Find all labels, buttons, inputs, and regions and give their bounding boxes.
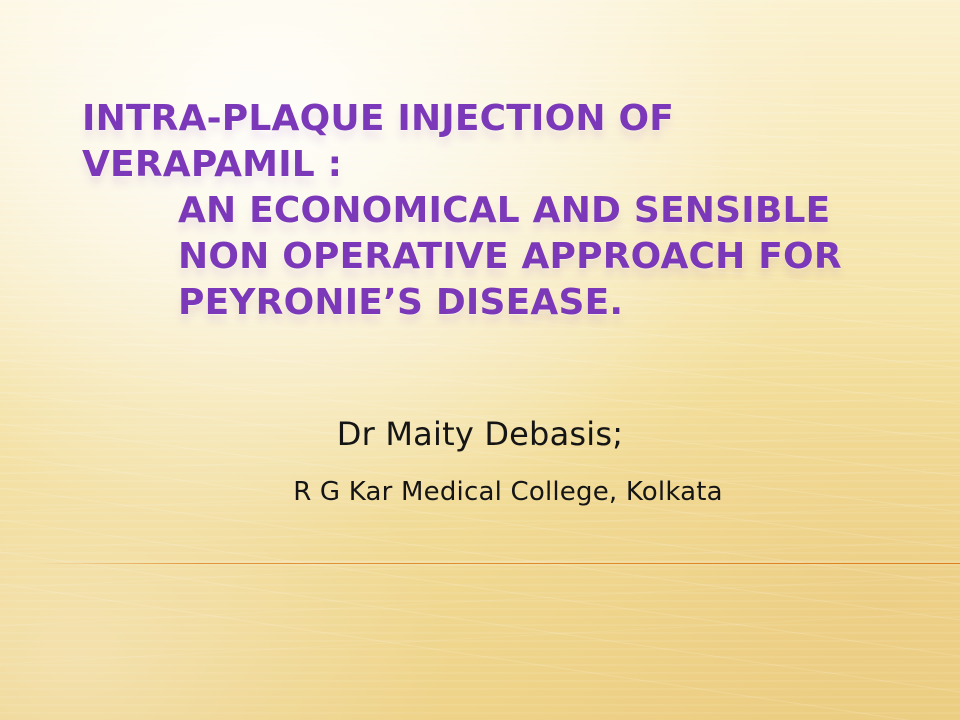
title-line-3: An economical and sensible bbox=[178, 190, 831, 231]
title-line-2: verapamil : bbox=[82, 144, 343, 185]
bottom-divider-line bbox=[36, 563, 960, 564]
title-line-4: non operative approach for bbox=[178, 236, 842, 277]
author-name: Dr Maity Debasis; bbox=[336, 415, 624, 453]
title-line-5: Peyronie’s disease. bbox=[178, 282, 624, 323]
slide-title: Intra-plaque injection of verapamil : An… bbox=[82, 96, 922, 326]
author-affiliation: R G Kar Medical College, Kolkata bbox=[293, 477, 723, 507]
title-line-1: Intra-plaque injection of bbox=[82, 98, 675, 139]
